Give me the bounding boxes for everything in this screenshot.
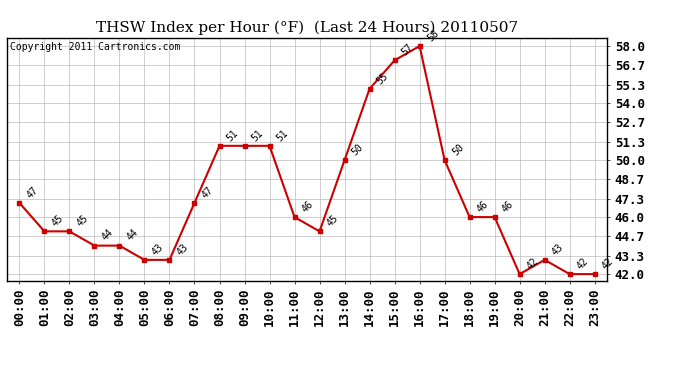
Text: 50: 50 xyxy=(350,142,366,157)
Text: 43: 43 xyxy=(550,242,566,257)
Text: 46: 46 xyxy=(300,199,315,214)
Text: 45: 45 xyxy=(75,213,90,229)
Text: 51: 51 xyxy=(225,128,240,143)
Title: THSW Index per Hour (°F)  (Last 24 Hours) 20110507: THSW Index per Hour (°F) (Last 24 Hours)… xyxy=(96,21,518,35)
Text: 46: 46 xyxy=(500,199,515,214)
Text: 43: 43 xyxy=(150,242,166,257)
Text: 51: 51 xyxy=(250,128,266,143)
Text: 57: 57 xyxy=(400,42,415,57)
Text: 47: 47 xyxy=(200,185,215,200)
Text: 42: 42 xyxy=(575,256,591,272)
Text: 47: 47 xyxy=(25,185,40,200)
Text: 43: 43 xyxy=(175,242,190,257)
Text: 51: 51 xyxy=(275,128,290,143)
Text: 44: 44 xyxy=(100,228,115,243)
Text: 46: 46 xyxy=(475,199,491,214)
Text: 42: 42 xyxy=(600,256,615,272)
Text: 50: 50 xyxy=(450,142,466,157)
Text: 45: 45 xyxy=(50,213,66,229)
Text: 44: 44 xyxy=(125,228,140,243)
Text: 42: 42 xyxy=(525,256,540,272)
Text: 55: 55 xyxy=(375,70,391,86)
Text: 45: 45 xyxy=(325,213,340,229)
Text: Copyright 2011 Cartronics.com: Copyright 2011 Cartronics.com xyxy=(10,42,180,52)
Text: 58: 58 xyxy=(425,28,440,43)
